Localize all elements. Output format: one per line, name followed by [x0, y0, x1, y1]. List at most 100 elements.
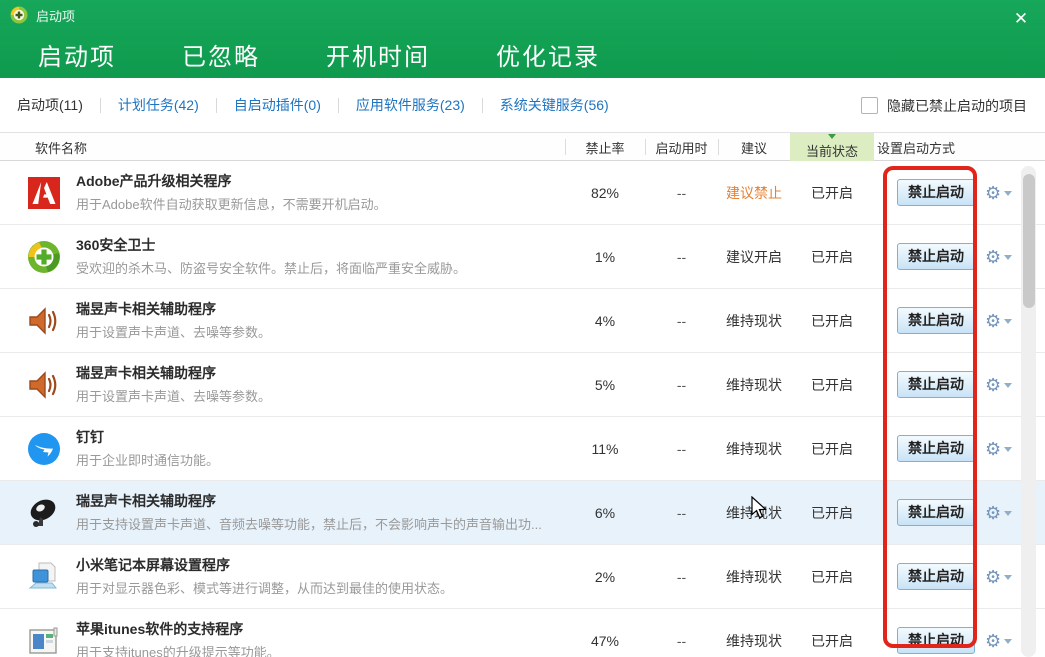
- table-header: 软件名称 禁止率 启动用时 建议 当前状态 设置启动方式: [0, 133, 1045, 161]
- subtab-autostart-plugins[interactable]: 自启动插件(0): [233, 97, 321, 113]
- forbid-startup-button[interactable]: 禁止启动: [897, 179, 975, 206]
- startup-items-list: Adobe产品升级相关程序 用于Adobe软件自动获取更新信息，不需要开机启动。…: [0, 161, 1045, 657]
- settings-dropdown[interactable]: ⚙: [985, 503, 1015, 523]
- divider: [481, 97, 483, 113]
- suggestion-value: 维持现状: [726, 569, 782, 585]
- column-header-forbid-rate[interactable]: 禁止率: [585, 140, 625, 156]
- main-tabbar: 启动项 已忽略 开机时间 优化记录: [26, 30, 600, 81]
- app-name: 小米笔记本屏幕设置程序: [76, 557, 230, 573]
- forbid-startup-button[interactable]: 禁止启动: [897, 371, 975, 398]
- boot-time-value: --: [676, 249, 687, 265]
- column-header-set-startup-mode[interactable]: 设置启动方式: [877, 140, 956, 156]
- table-row[interactable]: 小米笔记本屏幕设置程序 用于对显示器色彩、模式等进行调整，从而达到最佳的使用状态…: [0, 545, 1045, 609]
- boot-time-value: --: [676, 313, 687, 329]
- forbid-rate-value: 1%: [594, 249, 616, 265]
- suggestion-value: 建议开启: [726, 249, 782, 265]
- chevron-down-icon: [1004, 446, 1013, 452]
- subtab-system-services[interactable]: 系统关键服务(56): [499, 97, 609, 113]
- gear-icon: ⚙: [985, 567, 1002, 587]
- forbid-startup-button[interactable]: 禁止启动: [897, 307, 975, 334]
- column-header-boot-time[interactable]: 启动用时: [655, 140, 708, 156]
- table-row[interactable]: 瑞昱声卡相关辅助程序 用于支持设置声卡声道、音频去噪等功能，禁止后，不会影响声卡…: [0, 481, 1045, 545]
- forbid-rate-value: 47%: [590, 633, 620, 649]
- name-block: 钉钉 用于企业即时通信功能。: [76, 426, 556, 471]
- forbid-startup-button[interactable]: 禁止启动: [897, 499, 975, 526]
- table-row[interactable]: 瑞昱声卡相关辅助程序 用于设置声卡声道、去噪等参数。 4% -- 维持现状 已开…: [0, 289, 1045, 353]
- subtab-scheduled-tasks[interactable]: 计划任务(42): [117, 97, 199, 113]
- name-block: 苹果itunes软件的支持程序 用于支持itunes的升级提示等功能。: [76, 618, 556, 657]
- table-row[interactable]: 瑞昱声卡相关辅助程序 用于设置声卡声道、去噪等参数。 5% -- 维持现状 已开…: [0, 353, 1045, 417]
- adobe-icon: [26, 175, 62, 211]
- boot-time-value: --: [676, 185, 687, 201]
- scrollbar-track[interactable]: [1021, 166, 1036, 657]
- gear-icon: ⚙: [985, 375, 1002, 395]
- table-row[interactable]: 苹果itunes软件的支持程序 用于支持itunes的升级提示等功能。 47% …: [0, 609, 1045, 657]
- forbid-startup-button[interactable]: 禁止启动: [897, 563, 975, 590]
- forbid-rate-value: 11%: [591, 441, 619, 457]
- speaker-icon: [26, 367, 62, 403]
- divider: [337, 97, 339, 113]
- chevron-down-icon: [1004, 318, 1013, 324]
- gear-icon: ⚙: [985, 631, 1002, 651]
- settings-dropdown[interactable]: ⚙: [985, 247, 1015, 267]
- tab-ignored[interactable]: 已忽略: [182, 43, 260, 71]
- tab-optimize-records[interactable]: 优化记录: [496, 43, 600, 71]
- suggestion-value: 维持现状: [726, 313, 782, 329]
- table-row[interactable]: Adobe产品升级相关程序 用于Adobe软件自动获取更新信息，不需要开机启动。…: [0, 161, 1045, 225]
- hide-disabled-checkbox[interactable]: [861, 97, 878, 114]
- forbid-rate-value: 5%: [594, 377, 616, 393]
- current-status-value: 已开启: [811, 185, 853, 201]
- window-title: 启动项: [36, 8, 76, 24]
- boot-time-value: --: [676, 377, 687, 393]
- chevron-down-icon: [1004, 254, 1013, 260]
- tab-startup-items[interactable]: 启动项: [26, 37, 128, 81]
- suggestion-value: 维持现状: [726, 505, 782, 521]
- suggestion-value: 建议禁止: [726, 185, 782, 201]
- app-name: 瑞昱声卡相关辅助程序: [76, 365, 216, 381]
- app-description: 用于支持设置声卡声道、音频去噪等功能，禁止后，不会影响声卡的声音输出功...: [76, 517, 542, 532]
- 360-icon: [26, 239, 62, 275]
- subtab-startup-items[interactable]: 启动项(11): [17, 97, 83, 113]
- gear-icon: ⚙: [985, 311, 1002, 331]
- app-name: 钉钉: [76, 429, 104, 445]
- sort-triangle-icon: [828, 134, 836, 139]
- current-status-value: 已开启: [811, 249, 853, 265]
- settings-dropdown[interactable]: ⚙: [985, 375, 1015, 395]
- dingtalk-icon: [26, 431, 62, 467]
- app-logo-360-icon: [10, 6, 28, 24]
- app-description: 用于设置声卡声道、去噪等参数。: [76, 389, 272, 404]
- suggestion-value: 维持现状: [726, 377, 782, 393]
- titlebar[interactable]: 启动项: [0, 0, 1045, 30]
- column-header-software-name[interactable]: 软件名称: [35, 140, 88, 156]
- settings-dropdown[interactable]: ⚙: [985, 567, 1015, 587]
- table-row[interactable]: 360安全卫士 受欢迎的杀木马、防盗号安全软件。禁止后，将面临严重安全威胁。 1…: [0, 225, 1045, 289]
- forbid-startup-button[interactable]: 禁止启动: [897, 435, 975, 462]
- column-header-suggestion[interactable]: 建议: [740, 140, 767, 156]
- name-block: 瑞昱声卡相关辅助程序 用于设置声卡声道、去噪等参数。: [76, 298, 556, 343]
- column-header-current-status[interactable]: 当前状态: [790, 133, 874, 161]
- forbid-startup-button[interactable]: 禁止启动: [897, 627, 975, 654]
- settings-dropdown[interactable]: ⚙: [985, 631, 1015, 651]
- settings-dropdown[interactable]: ⚙: [985, 439, 1015, 459]
- app-name: 苹果itunes软件的支持程序: [76, 621, 244, 637]
- close-icon[interactable]: ✕: [1013, 9, 1029, 28]
- gear-icon: ⚙: [985, 183, 1002, 203]
- settings-dropdown[interactable]: ⚙: [985, 311, 1015, 331]
- forbid-startup-button[interactable]: 禁止启动: [897, 243, 975, 270]
- app-name: 瑞昱声卡相关辅助程序: [76, 301, 216, 317]
- table-row[interactable]: 钉钉 用于企业即时通信功能。 11% -- 维持现状 已开启 禁止启动 ⚙: [0, 417, 1045, 481]
- subtab-app-services[interactable]: 应用软件服务(23): [355, 97, 465, 113]
- satellite-icon: [26, 495, 62, 531]
- boot-time-value: --: [676, 441, 687, 457]
- app-name: 360安全卫士: [76, 237, 156, 253]
- divider: [718, 139, 719, 155]
- app-description: 用于Adobe软件自动获取更新信息，不需要开机启动。: [76, 197, 387, 212]
- current-status-value: 已开启: [811, 313, 853, 329]
- boot-time-value: --: [676, 633, 687, 649]
- tab-boot-time[interactable]: 开机时间: [326, 43, 430, 71]
- scrollbar-thumb[interactable]: [1022, 174, 1035, 308]
- settings-dropdown[interactable]: ⚙: [985, 183, 1015, 203]
- divider: [99, 97, 101, 113]
- hide-disabled-label: 隐藏已禁止启动的项目: [887, 97, 1027, 114]
